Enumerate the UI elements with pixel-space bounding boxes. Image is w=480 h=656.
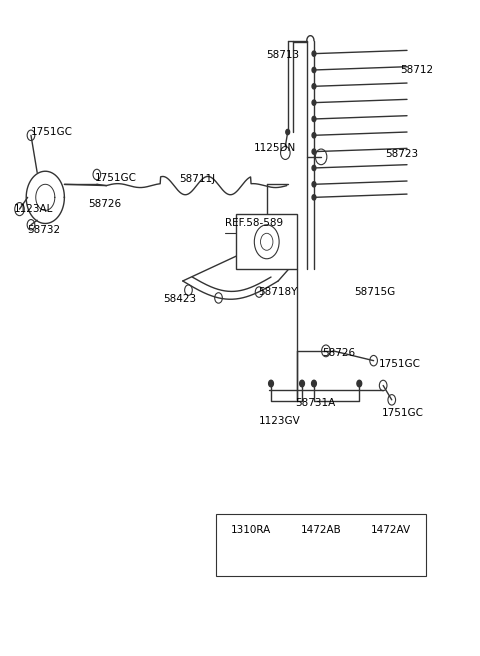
Text: 58723: 58723 <box>385 150 419 159</box>
Text: 1751GC: 1751GC <box>378 359 420 369</box>
Text: 1310RA: 1310RA <box>231 525 271 535</box>
Circle shape <box>357 380 362 387</box>
Circle shape <box>269 380 274 387</box>
Circle shape <box>326 560 329 564</box>
Circle shape <box>312 84 316 89</box>
Text: 58713: 58713 <box>266 50 300 60</box>
Circle shape <box>396 560 399 564</box>
Circle shape <box>312 165 316 171</box>
Text: 1472AB: 1472AB <box>301 525 341 535</box>
Circle shape <box>300 380 304 387</box>
Text: 58718Y: 58718Y <box>258 287 298 297</box>
Circle shape <box>313 560 316 564</box>
Text: 1472AV: 1472AV <box>371 525 411 535</box>
Circle shape <box>312 380 316 387</box>
Circle shape <box>312 149 316 154</box>
Text: 1751GC: 1751GC <box>31 127 73 137</box>
Text: 58726: 58726 <box>322 348 355 358</box>
Text: 1123GV: 1123GV <box>259 416 301 426</box>
Text: 58732: 58732 <box>28 225 61 235</box>
Circle shape <box>312 195 316 200</box>
Text: 58726: 58726 <box>88 199 121 209</box>
Circle shape <box>312 100 316 105</box>
Text: 58712: 58712 <box>400 65 433 75</box>
Circle shape <box>312 116 316 121</box>
Circle shape <box>312 51 316 56</box>
Circle shape <box>384 560 386 564</box>
Circle shape <box>312 182 316 187</box>
Text: 1123AL: 1123AL <box>13 204 53 214</box>
Text: 58711J: 58711J <box>179 174 215 184</box>
Circle shape <box>249 559 253 564</box>
Circle shape <box>312 68 316 73</box>
Text: 1751GC: 1751GC <box>382 408 424 418</box>
Text: 1751GC: 1751GC <box>95 173 136 183</box>
Circle shape <box>312 133 316 138</box>
Text: 58715G: 58715G <box>355 287 396 297</box>
Text: 1125DN: 1125DN <box>253 144 296 154</box>
Text: 58731A: 58731A <box>295 398 335 408</box>
Circle shape <box>286 129 289 134</box>
Bar <box>216 514 426 576</box>
Bar <box>236 214 297 269</box>
Text: 58423: 58423 <box>164 294 197 304</box>
Text: REF.58-589: REF.58-589 <box>225 218 283 228</box>
